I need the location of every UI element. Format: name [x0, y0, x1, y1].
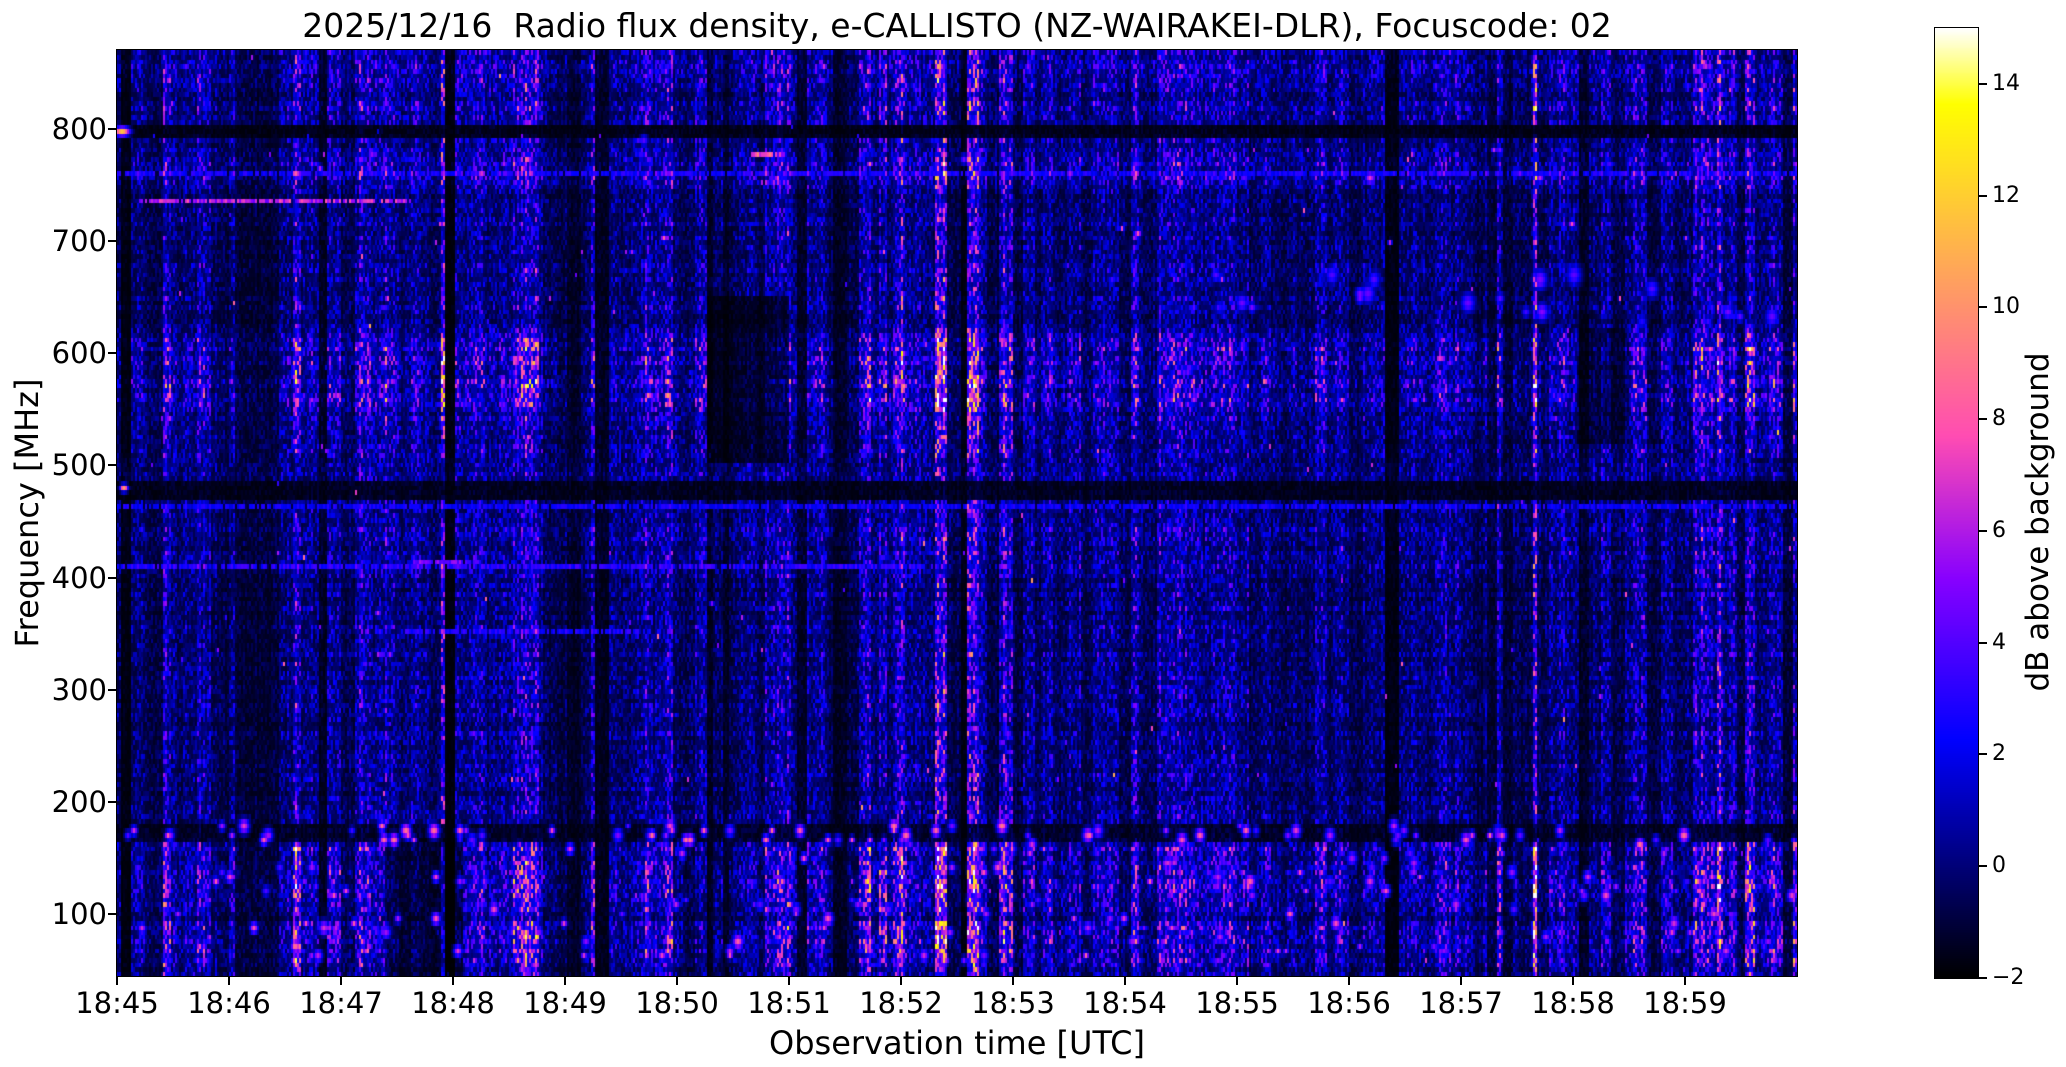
colorbar-tick-mark: [1979, 529, 1987, 532]
y-tick-label: 700: [51, 223, 107, 258]
x-tick-label: 18:59: [1643, 986, 1727, 1020]
x-tick-mark: [1124, 977, 1126, 985]
colorbar-label: dB above background: [2020, 352, 2056, 692]
x-tick-mark: [1012, 977, 1014, 985]
colorbar-tick-label: 4: [1992, 629, 2006, 655]
y-tick-mark: [108, 576, 117, 579]
y-tick-label: 100: [51, 897, 107, 932]
x-tick-mark: [1684, 977, 1686, 985]
y-tick-mark: [108, 688, 117, 691]
x-tick-label: 18:50: [635, 986, 719, 1020]
x-tick-label: 18:53: [971, 986, 1055, 1020]
y-tick-label: 500: [51, 448, 107, 483]
y-tick-mark: [108, 239, 117, 242]
x-tick-mark: [340, 977, 342, 985]
x-tick-mark: [1572, 977, 1574, 985]
colorbar-tick-label: 2: [1992, 741, 2006, 767]
y-tick-label: 600: [51, 336, 107, 371]
colorbar-tick-label: 12: [1992, 182, 2020, 208]
x-tick-mark: [228, 977, 230, 985]
x-tick-mark: [676, 977, 678, 985]
x-tick-label: 18:54: [1083, 986, 1167, 1020]
x-tick-label: 18:47: [299, 986, 383, 1020]
y-tick-label: 800: [51, 111, 107, 146]
x-tick-mark: [1460, 977, 1462, 985]
x-tick-mark: [116, 977, 118, 985]
x-tick-label: 18:45: [75, 986, 159, 1020]
x-tick-label: 18:49: [523, 986, 607, 1020]
x-tick-label: 18:48: [411, 986, 495, 1020]
x-tick-mark: [900, 977, 902, 985]
x-tick-mark: [452, 977, 454, 985]
x-axis-label: Observation time [UTC]: [769, 1024, 1145, 1062]
x-tick-label: 18:55: [1195, 986, 1279, 1020]
colorbar-tick-mark: [1979, 641, 1987, 644]
y-tick-mark: [108, 464, 117, 467]
colorbar-tick-mark: [1979, 82, 1987, 85]
x-tick-mark: [1348, 977, 1350, 985]
colorbar-tick-mark: [1979, 194, 1987, 197]
y-tick-mark: [108, 913, 117, 916]
x-tick-mark: [1236, 977, 1238, 985]
y-tick-mark: [108, 352, 117, 355]
x-tick-label: 18:52: [859, 986, 943, 1020]
colorbar-tick-label: 8: [1992, 406, 2006, 432]
y-tick-label: 400: [51, 560, 107, 595]
y-axis-label: Frequency [MHz]: [8, 378, 46, 648]
colorbar-tick-mark: [1979, 753, 1987, 756]
y-tick-label: 300: [51, 672, 107, 707]
colorbar-tick-label: 6: [1992, 517, 2006, 543]
colorbar-tick-mark: [1979, 418, 1987, 421]
colorbar-tick-label: 0: [1992, 853, 2006, 879]
colorbar-tick-mark: [1979, 306, 1987, 309]
x-tick-mark: [788, 977, 790, 985]
chart-title: 2025/12/16 Radio flux density, e-CALLIST…: [302, 6, 1612, 45]
colorbar-tick-label: 14: [1992, 70, 2020, 96]
x-tick-label: 18:57: [1419, 986, 1503, 1020]
x-tick-label: 18:56: [1307, 986, 1391, 1020]
colorbar-tick-label: −2: [1992, 965, 2025, 990]
y-tick-mark: [108, 127, 117, 130]
colorbar-tick-mark: [1979, 977, 1987, 979]
y-tick-label: 200: [51, 785, 107, 820]
spectrogram-heatmap: [116, 49, 1798, 977]
x-tick-label: 18:46: [187, 986, 271, 1020]
x-tick-label: 18:51: [747, 986, 831, 1020]
y-tick-mark: [108, 801, 117, 804]
x-tick-label: 18:58: [1531, 986, 1615, 1020]
x-tick-mark: [564, 977, 566, 985]
colorbar-tick-label: 10: [1992, 294, 2020, 320]
colorbar: [1934, 27, 1979, 979]
colorbar-tick-mark: [1979, 865, 1987, 868]
